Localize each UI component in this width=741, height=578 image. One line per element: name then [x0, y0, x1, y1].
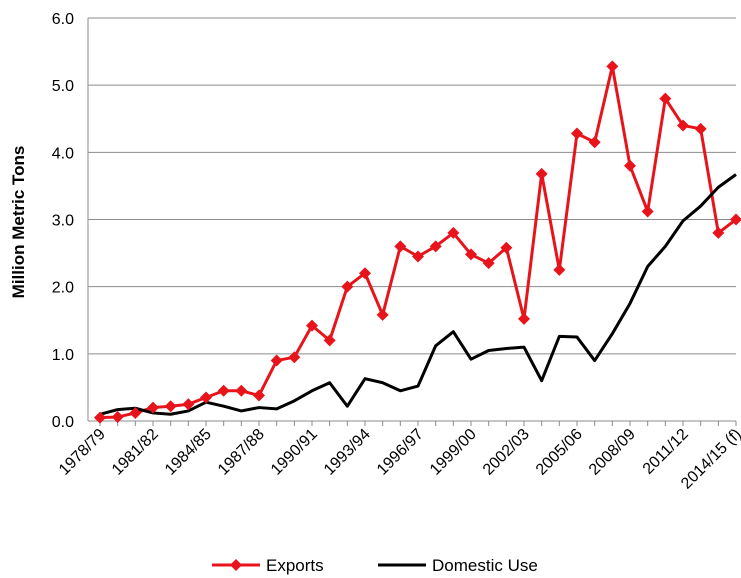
data-point: [694, 122, 707, 135]
x-tick-label: 2002/03: [480, 426, 533, 479]
y-tick-label: 4.0: [52, 145, 74, 162]
series-markers: [94, 60, 741, 424]
data-point: [200, 391, 212, 404]
x-tick-label: 2008/09: [586, 426, 639, 479]
data-point: [677, 119, 689, 132]
data-point: [553, 263, 566, 276]
data-point: [412, 250, 424, 263]
data-point: [164, 400, 177, 413]
x-tick-label: 2005/06: [533, 426, 586, 479]
data-point: [429, 240, 442, 253]
y-tick-label: 3.0: [52, 213, 74, 230]
x-tick-label: 1990/91: [268, 426, 321, 479]
data-point: [182, 398, 195, 411]
data-point: [447, 226, 460, 239]
data-point: [482, 257, 495, 270]
series-lines: [99, 64, 737, 420]
y-axis: 0.0 1.0 2.0 3.0 4.0 5.0 6.0: [52, 11, 89, 431]
y-tick-label: 5.0: [52, 78, 74, 95]
data-point: [129, 406, 142, 419]
series-line-exports: [99, 64, 737, 420]
data-point: [376, 308, 389, 321]
series-line-domestic-use: [99, 173, 737, 416]
x-tick-label: 1987/88: [215, 426, 268, 479]
data-point: [288, 351, 301, 364]
x-tick-label: 2011/12: [640, 426, 692, 478]
data-point: [624, 159, 636, 172]
data-point: [341, 280, 354, 293]
data-point: [253, 389, 265, 402]
legend-label-domestic-use: Domestic Use: [432, 556, 538, 575]
y-tick-label: 1.0: [52, 347, 74, 364]
data-point: [659, 92, 672, 105]
x-tick-label: 1993/94: [321, 426, 374, 479]
data-point: [359, 267, 371, 280]
legend-marker-exports: [230, 559, 242, 571]
data-point: [394, 240, 407, 253]
y-tick-label: 2.0: [52, 280, 74, 297]
data-point: [588, 136, 601, 149]
data-point: [730, 213, 741, 226]
y-axis-title: Million Metric Tons: [9, 146, 28, 299]
data-point: [712, 226, 725, 239]
data-point: [306, 319, 318, 332]
x-tick-label: 1981/82: [109, 426, 162, 479]
data-point: [518, 312, 530, 325]
x-tick-label: 1999/00: [427, 426, 480, 479]
y-tick-label: 6.0: [52, 11, 74, 28]
data-point: [147, 401, 159, 414]
gridlines: [88, 17, 736, 422]
legend-label-exports: Exports: [266, 556, 324, 575]
x-tick-label: 1996/97: [374, 426, 427, 479]
data-point: [111, 410, 124, 423]
data-point: [606, 60, 619, 73]
y-tick-label: 0.0: [52, 414, 74, 431]
data-point: [500, 241, 513, 254]
legend: Exports Domestic Use: [212, 556, 538, 575]
x-axis: 1978/79 1981/82 1984/85 1987/88 1990/91 1993/…: [56, 420, 741, 493]
data-point: [535, 167, 548, 180]
data-point: [571, 127, 583, 140]
data-point: [323, 334, 336, 347]
data-point: [641, 205, 654, 218]
data-point: [235, 384, 248, 397]
x-tick-label: 1984/85: [162, 426, 215, 479]
data-point: [217, 384, 230, 397]
x-tick-label: 1978/79: [56, 426, 109, 479]
data-point: [270, 354, 283, 367]
data-point: [94, 411, 106, 424]
data-point: [465, 248, 477, 261]
